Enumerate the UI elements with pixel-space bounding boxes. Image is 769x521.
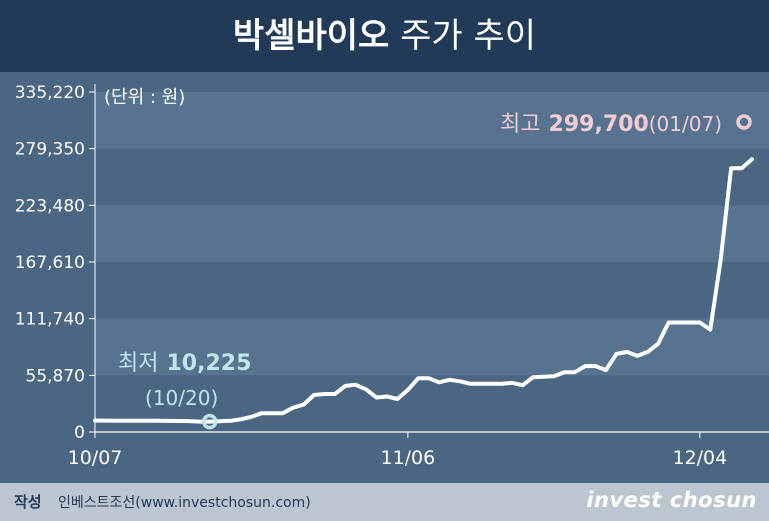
high-label-text: 최고 — [500, 112, 540, 137]
author-value: 인베스트조선(www.investchosun.com) — [58, 495, 311, 511]
high-annotation: 최고 299,700(01/07) — [500, 112, 752, 137]
x-tick-label: 10/07 — [68, 447, 123, 469]
low-annotation: 최저 10,225 (10/20) — [118, 351, 251, 430]
high-value: 299,700 — [549, 112, 649, 137]
high-date: (01/07) — [649, 112, 722, 136]
y-tick-label: 335,220 — [15, 83, 85, 103]
low-date: (10/20) — [145, 386, 218, 410]
low-label: 최저 10,225 — [118, 351, 251, 376]
grid-band — [95, 205, 769, 262]
low-value: 10,225 — [166, 351, 251, 376]
x-tick-label: 12/04 — [672, 447, 727, 469]
footer: 작성 인베스트조선(www.investchosun.com) invest c… — [0, 483, 769, 521]
y-tick-label: 55,870 — [26, 366, 85, 386]
y-axis-tick-labels: 0 55,870 111,740 167,610 223,480 279,350 335,2… — [15, 83, 96, 443]
low-marker — [201, 413, 218, 430]
grid-band — [95, 92, 769, 149]
chart-title-rest: 주가 추이 — [389, 16, 537, 56]
chart-title-company: 박셀바이오 — [232, 16, 390, 56]
chart-title: 박셀바이오 주가 추이 — [0, 0, 769, 72]
y-tick-label: 111,740 — [15, 310, 85, 330]
line-chart: 0 55,870 111,740 167,610 223,480 279,350 335,2… — [15, 83, 769, 469]
y-tick-label: 167,610 — [15, 253, 85, 273]
y-tick-label: 279,350 — [15, 140, 85, 160]
low-label-text: 최저 — [118, 351, 158, 376]
price-series-line — [93, 157, 754, 424]
high-label: 최고 299,700(01/07) — [500, 112, 722, 137]
grid-bands — [95, 92, 769, 376]
author-label: 작성 — [14, 493, 42, 511]
y-tick-label: 223,480 — [15, 196, 85, 216]
title-bar: 박셀바이오 주가 추이 — [0, 0, 769, 72]
y-tick-label: 0 — [74, 423, 85, 443]
unit-label: (단위 : 원) — [104, 87, 185, 108]
high-marker — [736, 114, 752, 130]
brand-logo: invest chosun — [586, 488, 757, 512]
x-tick-label: 11/06 — [380, 447, 435, 469]
